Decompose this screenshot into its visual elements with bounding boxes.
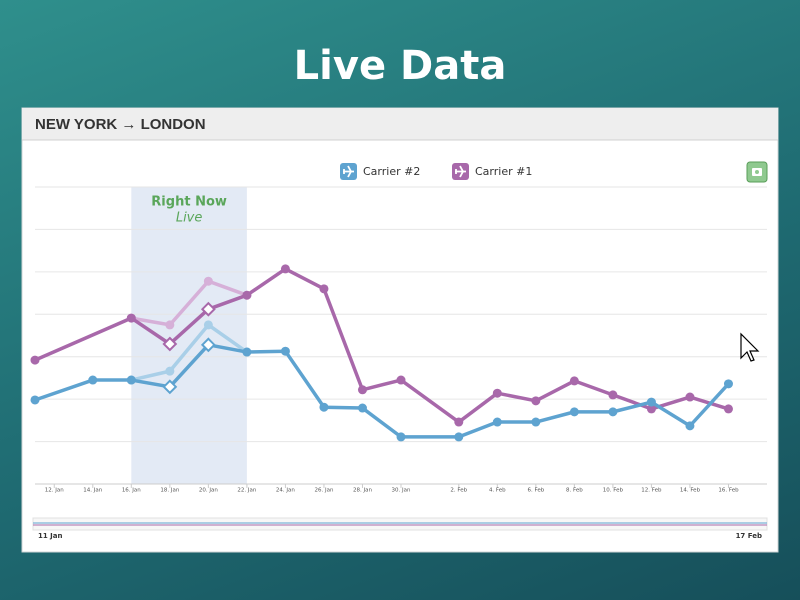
slide-title: Live Data [294,43,507,89]
x-tick-label: 4. Feb [489,488,506,494]
plane-icon [455,165,466,178]
live-point [203,320,213,330]
x-tick-label: 22. Jan [237,488,256,494]
data-point[interactable] [492,388,502,398]
data-point[interactable] [454,417,464,427]
mouse-cursor [740,332,760,362]
x-tick-label: 14. Feb [680,488,701,494]
data-point[interactable] [608,390,618,400]
diamond-point[interactable] [200,301,216,317]
x-tick-label: 16. Feb [718,488,739,494]
data-point[interactable] [242,290,252,300]
x-tick-label: 20. Jan [199,488,218,494]
x-tick-label: 12. Jan [45,488,64,494]
live-point [165,366,175,376]
x-tick-label: 6. Feb [527,488,544,494]
data-point[interactable] [396,375,406,385]
data-point[interactable] [569,407,579,417]
live-line [131,279,248,327]
data-point[interactable] [30,395,40,405]
data-point[interactable] [126,375,136,385]
data-point[interactable] [685,392,695,402]
series-line [34,343,730,439]
data-point[interactable] [608,407,618,417]
x-tick-label: 26. Jan [314,488,333,494]
x-tick-label: 12. Feb [641,488,662,494]
live-point [203,276,213,286]
data-point[interactable] [646,397,656,407]
data-point[interactable] [126,313,136,323]
live-line [130,322,248,382]
data-point[interactable] [396,432,406,442]
x-tick-label: 16. Jan [122,488,141,494]
data-point[interactable] [357,403,367,413]
band-title: Right Now [151,195,227,210]
plane-icon [343,165,354,178]
x-tick-label: 10. Feb [603,488,624,494]
x-tick-label: 28. Jan [353,488,372,494]
data-point[interactable] [319,402,329,412]
diamond-point[interactable] [162,336,178,352]
x-tick-label: 18. Jan [160,488,179,494]
data-point[interactable] [357,385,367,395]
data-point[interactable] [723,404,733,414]
data-point[interactable] [569,376,579,386]
data-point[interactable] [454,432,464,442]
data-point[interactable] [280,264,290,274]
data-point[interactable] [88,375,98,385]
diamond-point[interactable] [200,337,216,353]
legend-label[interactable]: Carrier #1 [475,165,532,178]
data-point[interactable] [531,396,541,406]
data-point[interactable] [685,421,695,431]
navigator-end: 17 Feb [736,532,762,540]
navigator-start: 11 Jan [38,532,63,540]
data-point[interactable] [646,404,656,414]
data-point[interactable] [531,417,541,427]
x-tick-label: 24. Jan [276,488,295,494]
data-point[interactable] [242,347,252,357]
live-point [165,320,175,330]
data-point[interactable] [280,346,290,356]
legend-label[interactable]: Carrier #2 [363,165,420,178]
panel-title: NEW YORK → LONDON [35,116,206,133]
data-point[interactable] [319,284,329,294]
diamond-point[interactable] [162,379,178,395]
data-point[interactable] [30,355,40,365]
live-band [131,187,247,484]
data-point[interactable] [723,379,733,389]
band-subtitle: Live [176,211,203,226]
navigator[interactable] [32,517,768,531]
x-tick-label: 30. Jan [392,488,411,494]
panel-header [22,108,778,140]
camera-lens [755,170,759,174]
data-point[interactable] [492,417,502,427]
x-tick-label: 8. Feb [566,488,583,494]
x-tick-label: 2. Feb [450,488,467,494]
x-tick-label: 14. Jan [83,488,102,494]
plot [30,264,733,442]
